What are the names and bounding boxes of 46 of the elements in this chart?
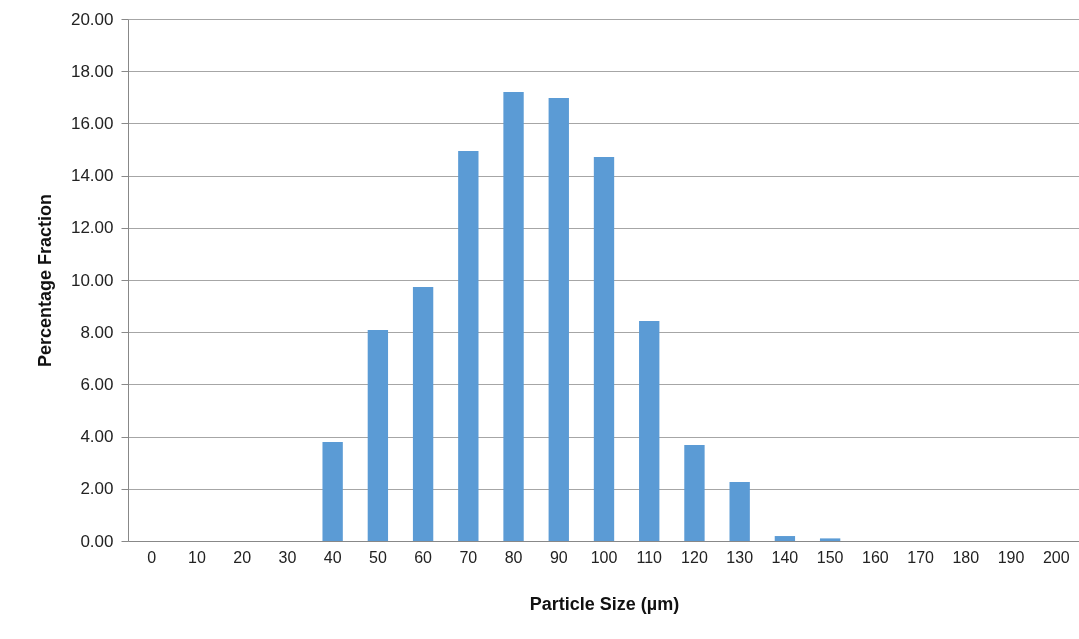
x-tick-label: 30 [278,548,297,566]
x-tick-label: 50 [368,548,387,566]
y-tick-label: 14.00 [70,166,114,186]
x-tick-label: 40 [323,548,342,566]
y-tick-label: 10.00 [70,270,114,290]
x-tick-label: 0 [147,548,157,566]
x-tick-label: 170 [907,548,935,566]
bar [684,444,705,541]
y-tick-label: 18.00 [70,61,114,81]
x-tick-label: 200 [1042,548,1070,566]
x-tick-label: 130 [726,548,754,566]
x-tick-label: 160 [862,548,889,566]
x-tick-label: 10 [188,548,206,566]
bar [639,320,660,541]
x-tick-label: 70 [459,548,478,566]
bar [367,330,389,541]
bar [774,536,796,541]
bar [458,151,479,541]
x-tick-label: 80 [504,548,523,566]
x-axis-title: Particle Size (µm) [529,593,680,614]
bar [593,157,615,541]
y-tick-label: 4.00 [80,427,114,447]
x-tick-label: 20 [233,548,252,566]
x-tick-label: 180 [952,548,980,566]
y-tick-label: 2.00 [80,479,114,499]
x-tick-label: 150 [816,548,844,566]
x-tick-label: 110 [636,548,663,566]
y-tick-label: 0.00 [80,531,114,551]
bar [322,442,343,541]
x-tick-label: 120 [681,548,708,566]
bar [503,92,524,541]
bar [819,538,841,541]
y-tick-label: 8.00 [80,322,114,342]
bar [548,98,569,541]
y-tick-label: 16.00 [70,113,114,133]
bar [412,287,434,541]
x-tick-label: 190 [997,548,1025,566]
bar [729,482,750,541]
y-tick-label: 12.00 [70,218,114,238]
x-tick-label: 140 [771,548,799,566]
y-axis-title: Percentage Fraction [34,193,55,368]
y-tick-label: 20.00 [70,9,114,29]
y-tick-label: 6.00 [80,374,114,394]
x-tick-label: 100 [590,548,618,566]
x-tick-label: 60 [414,548,433,566]
x-tick-label: 90 [549,548,568,566]
